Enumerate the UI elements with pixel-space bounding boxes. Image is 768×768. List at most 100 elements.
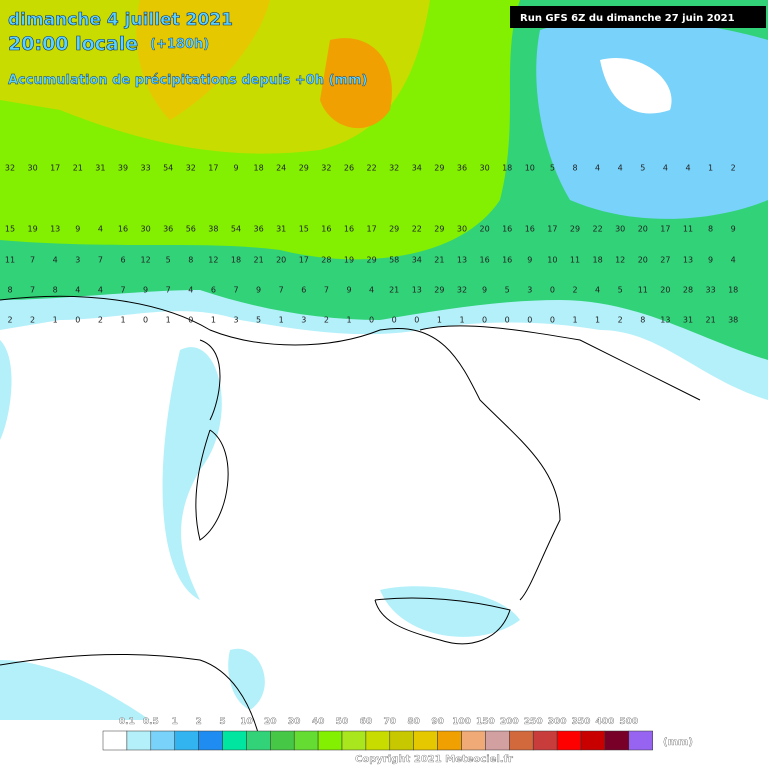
grid-value: 11 [570,256,580,265]
grid-value: 17 [367,225,377,234]
grid-value: 31 [276,225,286,234]
grid-value: 11 [683,225,693,234]
grid-value: 21 [706,316,716,325]
grid-value: 0 [75,316,80,325]
legend-label: 20 [264,717,277,727]
grid-value: 20 [276,256,286,265]
legend-swatch [437,730,462,751]
time: 20:00 locale [8,33,138,55]
legend-swatch [317,730,343,751]
legend-swatch [580,730,606,751]
grid-value: 7 [30,286,35,295]
grid-value: 9 [143,286,148,295]
grid-value: 26 [344,164,354,173]
grid-value: 9 [233,164,238,173]
grid-value: 0 [392,316,397,325]
legend-swatch [604,730,630,751]
legend: 0.1 0.5 1 2 5 10 20 30 40 50 60 70 80 90 100 150 200 250 3… [102,717,653,751]
legend-label: 5 [219,717,225,727]
grid-value: 2 [7,316,12,325]
grid-value: 16 [344,225,354,234]
grid-value: 17 [547,225,557,234]
grid-value: 1 [708,164,713,173]
grid-value: 32 [457,286,467,295]
legend-swatch [461,730,486,751]
grid-value: 4 [188,286,193,295]
grid-value: 12 [141,256,151,265]
grid-value: 9 [708,256,713,265]
legend-label: 0.5 [143,717,159,727]
grid-value: 17 [50,164,60,173]
legend-swatch [532,730,558,751]
grid-value: 13 [412,286,422,295]
legend-swatch [556,730,582,751]
grid-value: 4 [618,164,623,173]
grid-value: 15 [299,225,309,234]
legend-label: 500 [619,717,638,727]
grid-value: 29 [570,225,580,234]
grid-value: 4 [53,256,58,265]
grid-value: 1 [279,316,284,325]
grid-value: 0 [527,316,532,325]
field-blue [536,19,768,219]
grid-value: 3 [75,256,80,265]
grid-value: 30 [141,225,151,234]
grid-value: 18 [254,164,264,173]
field-gold [136,0,270,120]
grid-value: 19 [344,256,354,265]
grid-value: 18 [593,256,603,265]
grid-value: 0 [414,316,419,325]
legend-label: 90 [431,717,444,727]
grid-value: 2 [98,316,103,325]
grid-value: 29 [367,256,377,265]
legend-label: 150 [476,717,495,727]
grid-value: 38 [728,316,738,325]
grid-value: 7 [98,256,103,265]
grid-value: 0 [369,316,374,325]
grid-value: 29 [299,164,309,173]
grid-value: 7 [233,286,238,295]
grid-value: 0 [550,316,555,325]
grid-value: 33 [706,286,716,295]
grid-value: 1 [166,316,171,325]
grid-value: 16 [502,256,512,265]
grid-value: 6 [120,256,125,265]
legend-swatch [389,730,414,751]
grid-value: 1 [211,316,216,325]
field-orange [320,38,392,129]
grid-value: 21 [73,164,83,173]
grid-value: 8 [188,256,193,265]
run-info: Run GFS 6Z du dimanche 27 juin 2021 [520,13,735,24]
grid-value: 6 [211,286,216,295]
legend-label: 10 [240,717,253,727]
grid-value: 5 [550,164,555,173]
grid-value: 12 [208,256,218,265]
legend-label: 0.1 [119,717,135,727]
grid-value: 32 [389,164,399,173]
grid-value: 2 [618,316,623,325]
grid-value: 0 [505,316,510,325]
field-south [0,340,520,720]
grid-value: 13 [457,256,467,265]
grid-value: 9 [527,256,532,265]
grid-value: 5 [505,286,510,295]
legend-label: 1 [172,717,178,727]
grid-value: 2 [30,316,35,325]
grid-value: 32 [186,164,196,173]
legend-label: 2 [195,717,201,727]
grid-value: 21 [389,286,399,295]
grid-value: 2 [324,316,329,325]
grid-value: 7 [279,286,284,295]
grid-value: 8 [640,316,645,325]
subtitle: Accumulation de précipitations depuis +0… [8,73,367,88]
run-box [510,6,766,28]
grid-value: 4 [663,164,668,173]
field-dry [600,58,672,114]
legend-swatch [246,730,271,751]
grid-value: 9 [75,225,80,234]
grid-value: 56 [186,225,196,234]
legend-swatch [341,730,367,751]
grid-value: 12 [615,256,625,265]
grid-value: 1 [595,316,600,325]
grid-value: 3 [233,316,238,325]
